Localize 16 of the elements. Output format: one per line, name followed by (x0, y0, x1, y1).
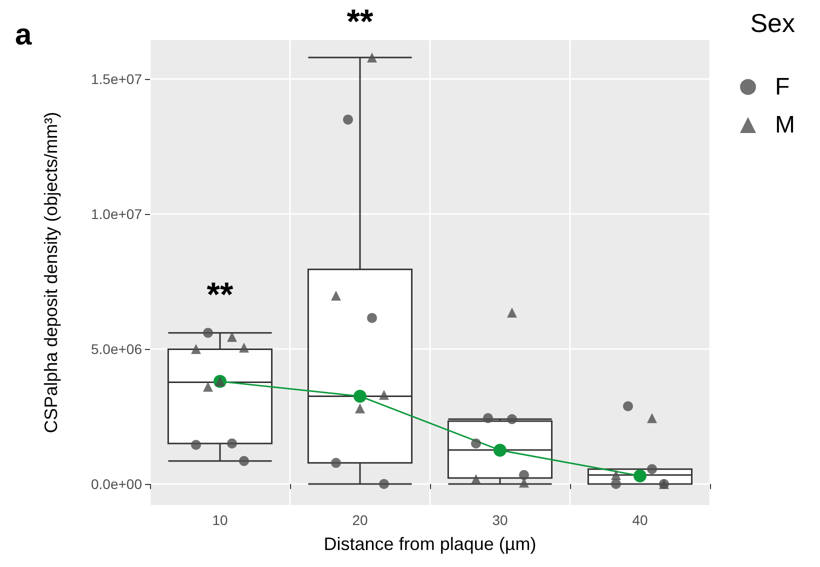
annotation: ** (346, 3, 374, 41)
x-tick-label: 10 (212, 512, 228, 528)
y-axis-title: CSPalpha deposit density (objects/mm³) (41, 112, 61, 434)
legend-label: M (775, 112, 796, 138)
text: a (15, 18, 32, 52)
x-tick-label: 20 (352, 512, 368, 528)
annotation: ** (206, 276, 234, 314)
y-tick-label: 5.0e+06 (91, 341, 142, 358)
x-axis-title: Distance from plaque (µm) (324, 534, 536, 554)
y-tick-label: 0.0e+00 (91, 476, 142, 492)
x-tick-label: 30 (492, 512, 508, 528)
y-tick-label: 1.0e+07 (91, 206, 142, 222)
y-tick-label: 1.5e+07 (91, 71, 142, 88)
legend-title: Sex (750, 8, 796, 38)
legend-label: F (775, 74, 790, 100)
x-tick-label: 40 (632, 512, 648, 528)
